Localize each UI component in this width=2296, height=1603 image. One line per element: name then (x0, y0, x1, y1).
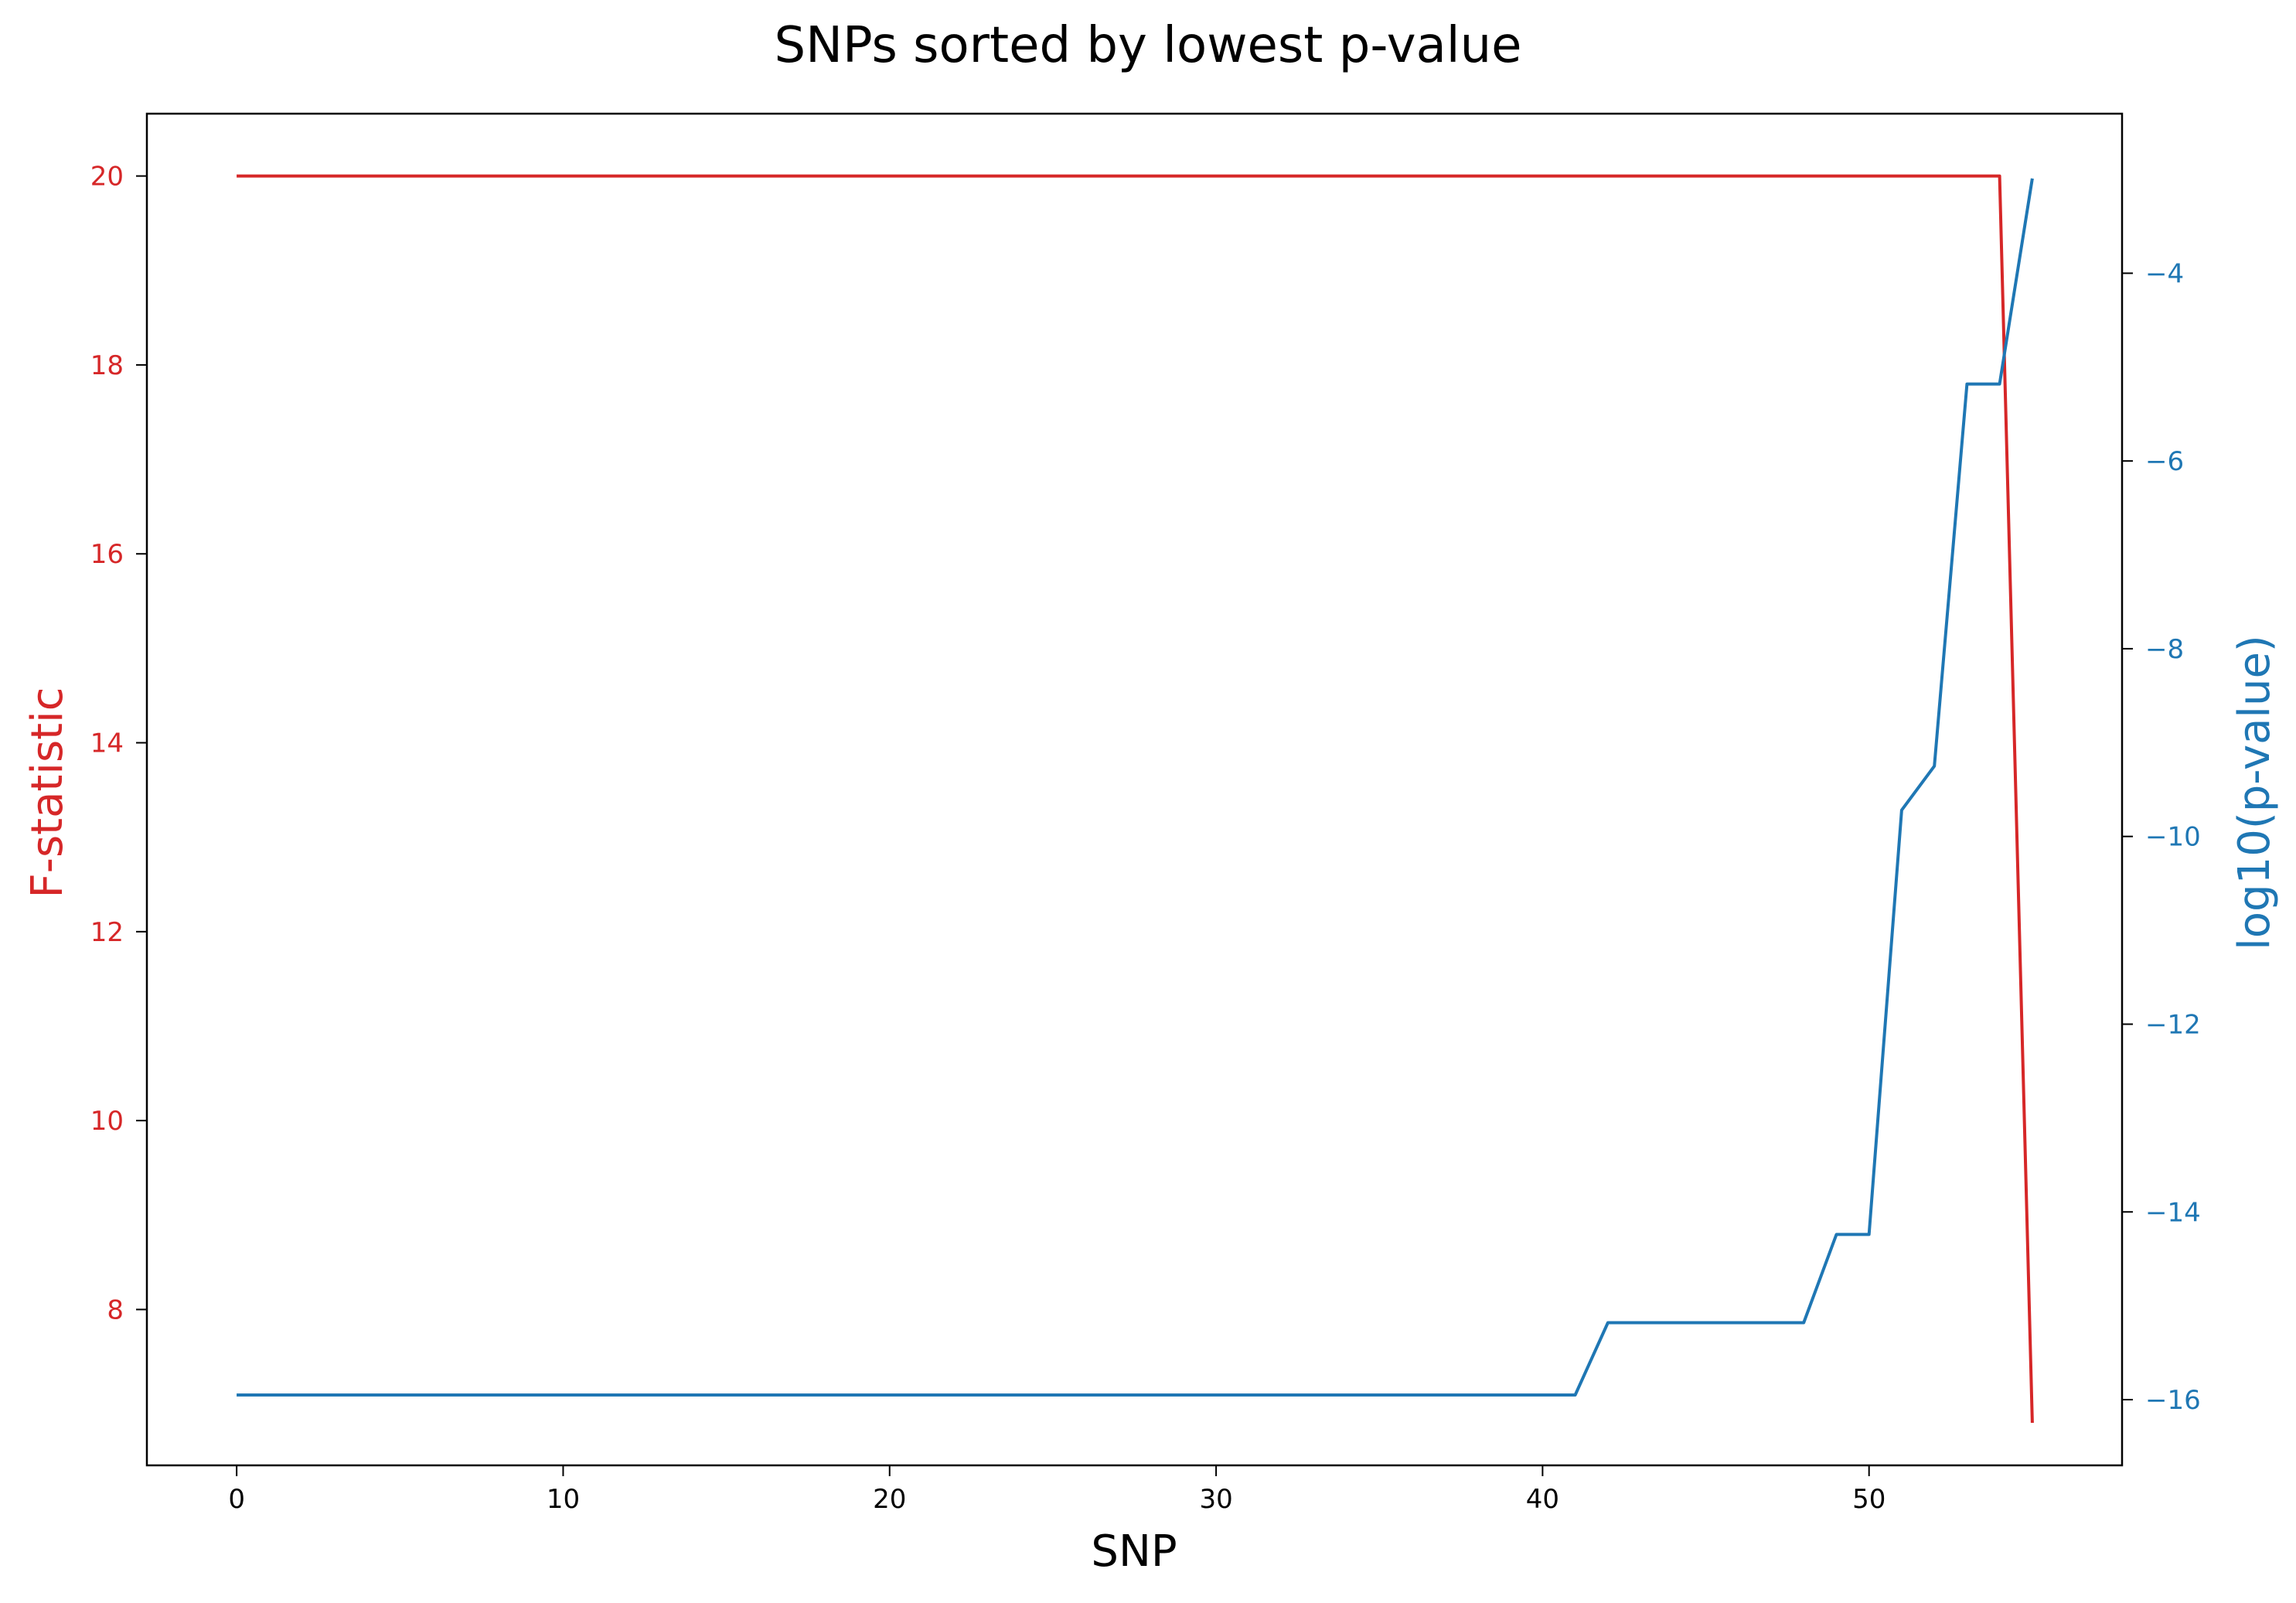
right-y-axis-label: log10(p-value) (2230, 635, 2280, 950)
plot-frame (145, 112, 2124, 1467)
left-tick-label: 10 (90, 1106, 124, 1137)
right-tick-label: −8 (2145, 634, 2184, 665)
right-tick-label: −12 (2145, 1009, 2201, 1040)
x-axis: 0 10 20 30 40 50 (228, 1465, 1886, 1515)
x-tick-label: 40 (1526, 1484, 1559, 1515)
left-tick-label: 20 (90, 162, 124, 193)
right-y-axis: −16 −14 −12 −10 −8 −6 −4 (2122, 258, 2201, 1416)
x-tick-label: 0 (228, 1484, 245, 1515)
left-tick-label: 16 (90, 539, 124, 570)
right-tick-label: −6 (2145, 446, 2184, 477)
left-tick-label: 18 (90, 350, 124, 381)
x-tick-label: 10 (547, 1484, 580, 1515)
left-tick-label: 12 (90, 917, 124, 948)
plot-area (237, 174, 2034, 1424)
series-line-right-axis (237, 178, 2034, 1397)
x-axis-label: SNP (1091, 1526, 1177, 1577)
left-tick-label: 8 (107, 1294, 124, 1325)
x-tick-label: 50 (1852, 1484, 1886, 1515)
x-tick-label: 30 (1199, 1484, 1232, 1515)
left-y-axis: 8 10 12 14 16 18 20 (90, 162, 147, 1325)
right-tick-label: −10 (2145, 822, 2201, 853)
right-tick-label: −14 (2145, 1197, 2201, 1228)
x-tick-label: 20 (873, 1484, 906, 1515)
chart-title: SNPs sorted by lowest p-value (775, 17, 1522, 74)
left-tick-label: 14 (90, 728, 124, 759)
left-y-axis-label: F-statistic (22, 687, 73, 899)
right-tick-label: −16 (2145, 1385, 2201, 1416)
series-line-left-axis (237, 174, 2034, 1424)
right-tick-label: −4 (2145, 258, 2184, 289)
